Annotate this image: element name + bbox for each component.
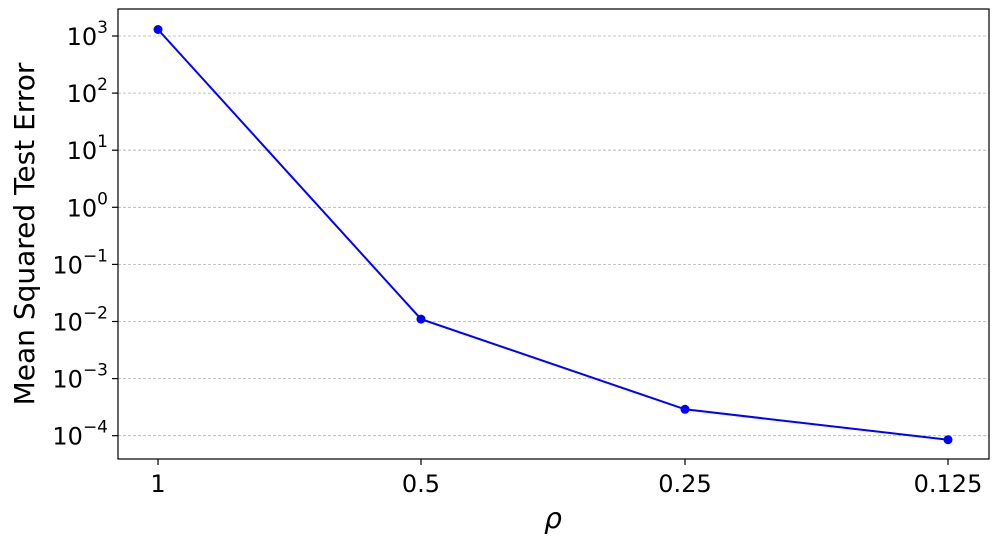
y-tick-label-exponent: 3 [97,18,108,38]
grid-lines [118,35,989,437]
y-tick-label-base: 10 [52,423,83,451]
y-tick-label-exponent: −1 [83,246,108,266]
y-tick-label-exponent: −4 [83,418,108,438]
y-tick-label-base: 10 [67,194,98,222]
x-tick-label: 0.125 [914,470,983,498]
y-tick-label: 100 [67,189,108,222]
y-tick-label: 10−4 [52,418,108,451]
y-tick-label-exponent: 0 [97,189,108,209]
y-tick-label: 10−2 [52,304,108,337]
data-point [680,404,690,414]
x-tick-label: 1 [150,470,165,498]
y-tick-label: 102 [67,75,108,108]
y-axis-title: Mean Squared Test Error [8,62,41,405]
y-tick-label-base: 10 [67,80,98,108]
series-line [157,28,949,441]
y-tick-label: 10−3 [52,361,108,394]
x-tick-label: 0.5 [402,470,440,498]
series [153,25,953,445]
plot-frame [117,8,990,460]
data-point [943,435,953,445]
y-tick-label-base: 10 [52,366,83,394]
y-tick-label: 10−1 [52,246,108,279]
y-tick-label: 103 [67,18,108,51]
data-point [153,25,163,34]
y-tick-label-base: 10 [52,251,83,279]
y-tick-label: 101 [67,132,108,165]
x-tick-label: 0.25 [658,470,711,498]
y-tick-label-exponent: 2 [97,75,108,95]
x-axis-title: ρ [544,502,562,535]
y-tick-label-base: 10 [67,137,98,165]
y-tick-label-exponent: −2 [83,304,108,324]
y-tick-label-base: 10 [52,309,83,337]
y-tick-label-base: 10 [67,23,98,51]
y-tick-label-exponent: 1 [97,132,108,152]
data-point [416,314,426,324]
y-tick-label-exponent: −3 [83,361,108,381]
